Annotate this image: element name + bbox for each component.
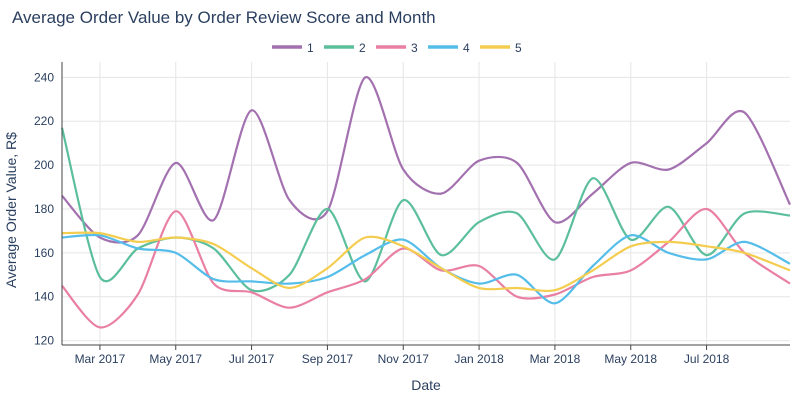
legend[interactable]: 1 2 3 4 5 — [272, 41, 522, 55]
x-tick-label: Jan 2018 — [454, 352, 504, 366]
y-tick-label: 120 — [34, 334, 54, 348]
legend-item-1[interactable]: 1 — [272, 41, 314, 55]
legend-label: 4 — [463, 41, 470, 55]
legend-label: 5 — [515, 41, 522, 55]
legend-item-3[interactable]: 3 — [376, 41, 418, 55]
x-axis-title: Date — [411, 377, 441, 393]
series-line-1[interactable] — [61, 76, 791, 244]
x-tick-label: May 2017 — [149, 352, 202, 366]
axis-layer: 120 140 160 180 200 220 240 Mar 2017 May 2017 Jul… — [34, 62, 790, 366]
grid-layer — [62, 62, 790, 345]
y-tick-label: 160 — [34, 246, 54, 260]
x-tick-label: Mar 2017 — [75, 352, 126, 366]
x-tick-label: Nov 2017 — [378, 352, 430, 366]
y-tick-label: 200 — [34, 158, 54, 172]
chart-title: Average Order Value by Order Review Scor… — [12, 8, 436, 27]
x-tick-label: Mar 2018 — [530, 352, 581, 366]
x-tick-label: Jul 2018 — [684, 352, 730, 366]
legend-label: 1 — [307, 41, 314, 55]
legend-item-5[interactable]: 5 — [480, 41, 522, 55]
y-tick-label: 140 — [34, 290, 54, 304]
series-line-4[interactable] — [61, 233, 791, 305]
series-line-3[interactable] — [61, 207, 791, 329]
y-tick-label: 180 — [34, 202, 54, 216]
series-line-5[interactable] — [61, 231, 791, 293]
legend-label: 3 — [411, 41, 418, 55]
x-tick-label: Jul 2017 — [229, 352, 275, 366]
legend-item-4[interactable]: 4 — [428, 41, 470, 55]
x-tick-label: Sep 2017 — [302, 352, 354, 366]
y-tick-label: 220 — [34, 114, 54, 128]
legend-label: 2 — [359, 41, 366, 55]
x-tick-label: May 2018 — [604, 352, 657, 366]
y-axis-title: Average Order Value, R$ — [3, 132, 19, 288]
legend-item-2[interactable]: 2 — [324, 41, 366, 55]
y-tick-label: 240 — [34, 70, 54, 84]
series-layer — [60, 76, 791, 329]
